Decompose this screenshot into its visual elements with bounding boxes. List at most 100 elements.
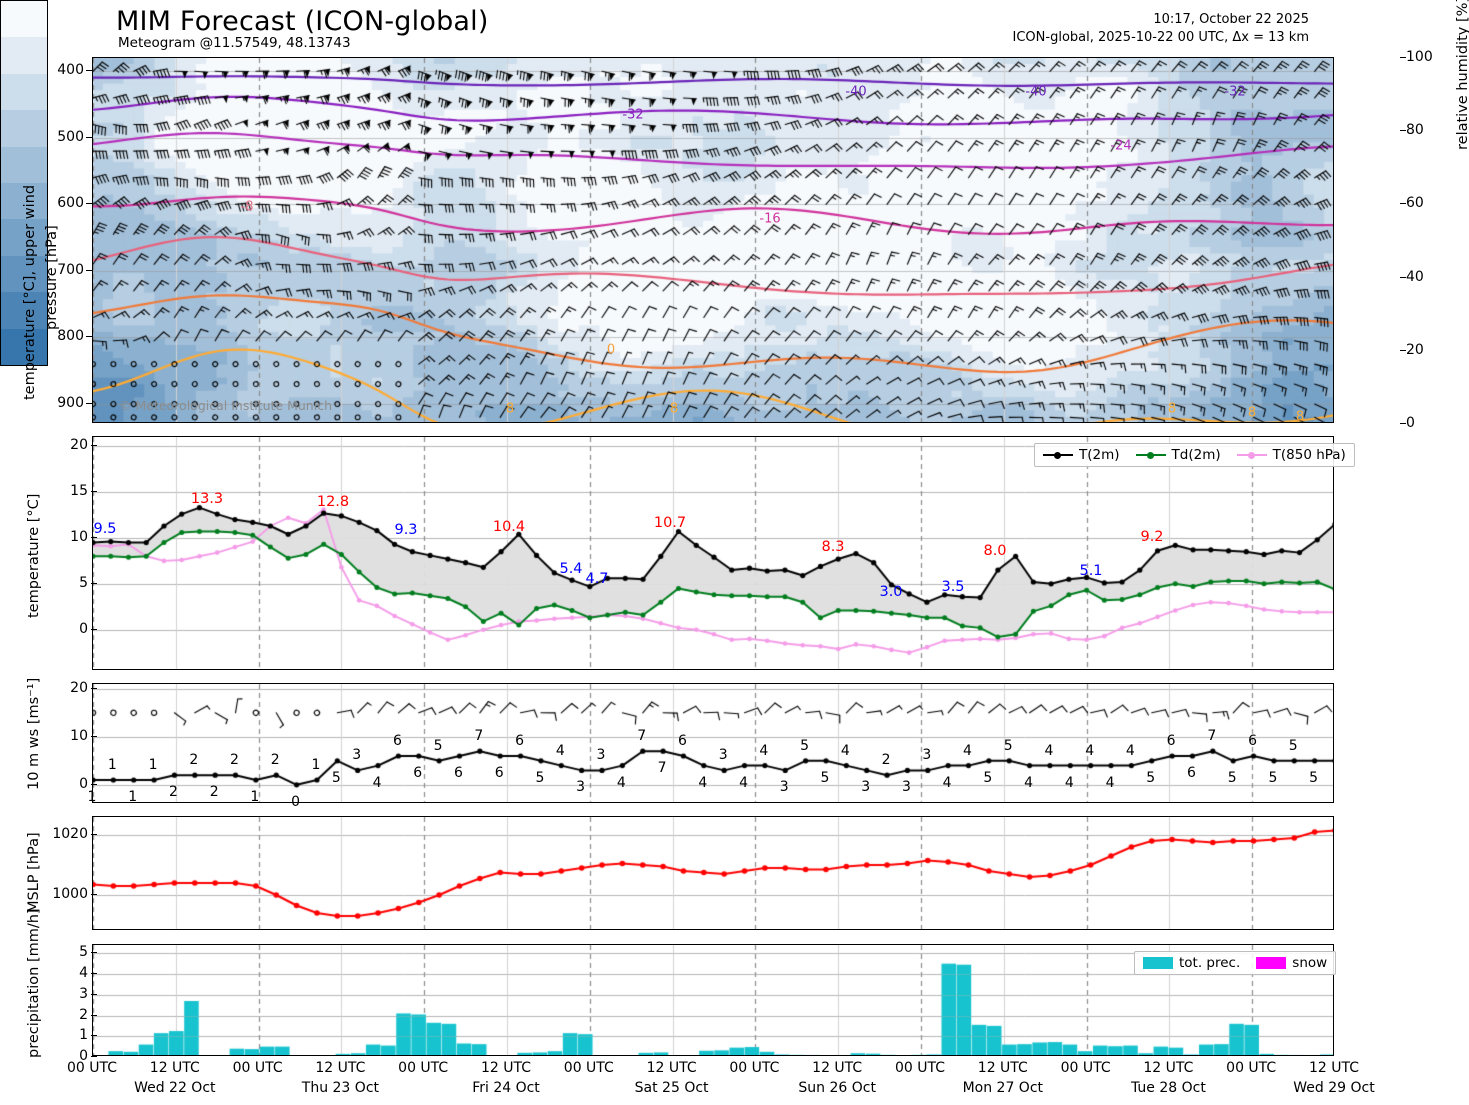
- temperature-max-label: 10.7: [653, 515, 687, 531]
- wind-speed-value: 5: [331, 769, 341, 786]
- colorbar-segment: [1, 146, 47, 183]
- axis-tick-mark: [91, 735, 97, 737]
- colorbar-tick-label: 0: [1406, 415, 1415, 431]
- wind-speed-value: 3: [576, 779, 586, 796]
- axis-tick-label: 5: [79, 944, 88, 961]
- colorbar-tick-mark: [1400, 203, 1406, 205]
- axis-tick-label: 10: [70, 528, 88, 545]
- colorbar-tick-label: 60: [1406, 195, 1424, 212]
- wind-speed-value: 4: [942, 774, 952, 791]
- colorbar-tick-mark: [1400, 130, 1406, 132]
- copyright-text: © Meteorological Institute Munich: [119, 398, 332, 413]
- legend-line-swatch: [1236, 451, 1267, 459]
- temperature-min-label: 5.1: [1079, 563, 1103, 579]
- xaxis-hour-label: 00 UTC: [1226, 1060, 1277, 1076]
- wind-speed-value: 2: [230, 752, 239, 769]
- wind-speed-value: 3: [861, 779, 871, 796]
- isotherm-label: -40: [845, 84, 867, 100]
- wind-speed-value: 1: [148, 757, 158, 773]
- colorbar-segment: [1, 1, 47, 38]
- temperature-min-label: 9.3: [394, 522, 418, 538]
- wind-speed-value: 7: [657, 760, 667, 777]
- temperature-max-label: 10.4: [492, 519, 526, 535]
- axis-tick-label: 1020: [52, 826, 88, 842]
- colorbar-segment: [1, 37, 47, 74]
- axis-tick-label: 10: [70, 727, 88, 744]
- colorbar-tick-label: 80: [1406, 122, 1424, 139]
- wind-panel-ylabel: 10 m ws [ms⁻¹]: [26, 677, 42, 790]
- wind-speed-value: 7: [1207, 728, 1217, 745]
- temperature-legend: T(2m) Td(2m) T(850 hPa): [1034, 443, 1355, 467]
- xaxis-day-label: Sat 25 Oct: [634, 1080, 709, 1096]
- axis-tick-mark: [91, 894, 97, 895]
- mslp-panel: [92, 816, 1334, 930]
- temperature-max-label: 13.3: [190, 491, 224, 507]
- legend-color-swatch: [1256, 957, 1287, 969]
- colorbar-segment: [1, 328, 47, 365]
- axis-tick-mark: [91, 973, 97, 975]
- wind-speed-value: 4: [963, 742, 972, 759]
- isotherm-label: 0: [606, 342, 616, 358]
- axis-tick-mark: [91, 445, 97, 447]
- wind-speed-value: 5: [1288, 737, 1298, 754]
- xaxis-hour-label: 12 UTC: [812, 1060, 863, 1076]
- wind-speed-value: 2: [270, 752, 280, 769]
- isotherm-label: 8: [1247, 405, 1257, 421]
- colorbar-tick-mark: [1400, 276, 1406, 278]
- wind-speed-value: 5: [433, 737, 443, 754]
- wind-speed-value: 2: [209, 784, 219, 801]
- legend-line-swatch: [1043, 451, 1073, 459]
- wind-speed-value: 5: [1146, 769, 1156, 786]
- wind-speed-value: 4: [1024, 774, 1034, 791]
- axis-tick-label: 4: [79, 965, 88, 982]
- wind-speed-value: 4: [1044, 742, 1054, 759]
- axis-tick-label: 0: [79, 620, 88, 637]
- temperature-max-label: 12.8: [316, 494, 350, 510]
- pressure-tick-mark: [86, 269, 92, 271]
- temperature-min-label: 9.5: [93, 521, 117, 537]
- temperature-max-label: 8.0: [983, 543, 1007, 559]
- legend-item: snow: [1256, 955, 1327, 971]
- colorbar-segment: [1, 219, 47, 256]
- axis-tick-mark: [91, 952, 97, 954]
- axis-tick-label: 2: [79, 1006, 88, 1023]
- humidity-colorbar: [0, 0, 48, 366]
- wind-speed-value: 5: [1268, 769, 1278, 786]
- isotherm-label: 8: [1295, 409, 1305, 425]
- wind-speed-value: 4: [555, 742, 565, 759]
- legend-label: snow: [1292, 955, 1328, 971]
- pressure-tick-mark: [86, 203, 92, 205]
- mslp-canvas: [93, 817, 1333, 929]
- xaxis-hour-label: 12 UTC: [315, 1060, 366, 1076]
- temperature-panel-ylabel: temperature [°C]: [26, 493, 42, 618]
- legend-label: T(2m): [1079, 447, 1120, 463]
- wind-speed-value: 5: [800, 737, 810, 754]
- axis-tick-mark: [91, 687, 97, 689]
- wind-speed-value: 6: [413, 765, 423, 781]
- colorbar-segment: [1, 73, 47, 111]
- xaxis-hour-label: 12 UTC: [480, 1060, 532, 1076]
- wind-speed-canvas: [93, 684, 1333, 802]
- temperature-canvas: [93, 437, 1333, 669]
- wind-speed-value: 2: [168, 784, 178, 801]
- wind-speed-value: 5: [820, 769, 830, 786]
- humidity-colorbar-label: relative humidity [%]: [1455, 0, 1469, 150]
- xaxis-hour-label: 12 UTC: [646, 1060, 697, 1076]
- wind-speed-value: 1: [128, 789, 138, 805]
- precipitation-panel: [92, 944, 1334, 1056]
- axis-tick-label: 5: [79, 574, 88, 591]
- wind-speed-value: 5: [1309, 769, 1319, 786]
- pressure-tick-label: 900: [57, 395, 84, 412]
- wind-speed-panel: [92, 683, 1334, 803]
- wind-speed-value: 3: [352, 747, 362, 764]
- upper-air-canvas: [93, 58, 1333, 422]
- axis-tick-mark: [91, 1035, 97, 1037]
- wind-speed-value: 2: [881, 752, 891, 769]
- temperature-min-label: 3.5: [941, 579, 965, 595]
- wind-speed-value: 4: [1064, 774, 1074, 791]
- pressure-tick-label: 800: [57, 328, 84, 345]
- isotherm-label: 8: [669, 401, 679, 417]
- colorbar-tick-label: 20: [1406, 341, 1424, 358]
- pressure-tick-label: 700: [57, 261, 84, 278]
- axis-tick-label: 3: [79, 985, 88, 1002]
